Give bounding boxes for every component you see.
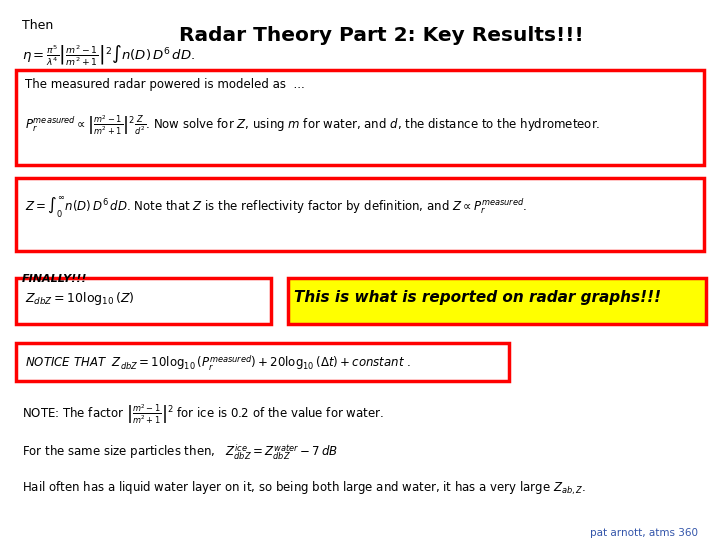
Text: Hail often has a liquid water layer on it, so being both large and water, it has: Hail often has a liquid water layer on i… — [22, 480, 586, 497]
Text: NOTE: The factor $\left|\frac{m^2-1}{m^2+1}\right|^2$ for ice is 0.2 of the valu: NOTE: The factor $\left|\frac{m^2-1}{m^2… — [22, 402, 383, 426]
FancyBboxPatch shape — [16, 343, 509, 381]
Text: pat arnott, atms 360: pat arnott, atms 360 — [590, 528, 698, 538]
Text: $\eta = \frac{\pi^5}{\lambda^4} \left|\frac{m^2-1}{m^2+1}\right|^2 {\int} n(D)\,: $\eta = \frac{\pi^5}{\lambda^4} \left|\f… — [22, 43, 195, 68]
Text: For the same size particles then,   $Z_{dbZ}^{ice} = Z_{dbZ}^{water} - 7\,dB$: For the same size particles then, $Z_{db… — [22, 443, 338, 462]
Text: Radar Theory Part 2: Key Results!!!: Radar Theory Part 2: Key Results!!! — [179, 26, 584, 45]
FancyBboxPatch shape — [16, 278, 271, 324]
FancyBboxPatch shape — [288, 278, 706, 324]
FancyBboxPatch shape — [16, 70, 704, 165]
Text: FINALLY!!!: FINALLY!!! — [22, 274, 87, 284]
Text: $P_r^{measured} \propto \left|\frac{m^2-1}{m^2+1}\right|^2 \frac{Z}{d^2}$. Now s: $P_r^{measured} \propto \left|\frac{m^2-… — [25, 113, 600, 137]
Text: $Z_{dbZ} = 10 \log_{10}(Z)$: $Z_{dbZ} = 10 \log_{10}(Z)$ — [25, 290, 135, 307]
FancyBboxPatch shape — [16, 178, 704, 251]
Text: $Z = \int_0^{\infty} n(D)\, D^6\, dD$. Note that $Z$ is the reflectivity factor : $Z = \int_0^{\infty} n(D)\, D^6\, dD$. N… — [25, 194, 528, 220]
Text: $NOTICE\ THAT\ \ Z_{dbZ} = 10\log_{10}(P_r^{measured}) + 20\log_{10}(\Delta t) +: $NOTICE\ THAT\ \ Z_{dbZ} = 10\log_{10}(P… — [25, 354, 411, 373]
Text: This is what is reported on radar graphs!!!: This is what is reported on radar graphs… — [294, 290, 661, 305]
Text: The measured radar powered is modeled as  ...: The measured radar powered is modeled as… — [25, 78, 305, 91]
Text: Then: Then — [22, 19, 53, 32]
